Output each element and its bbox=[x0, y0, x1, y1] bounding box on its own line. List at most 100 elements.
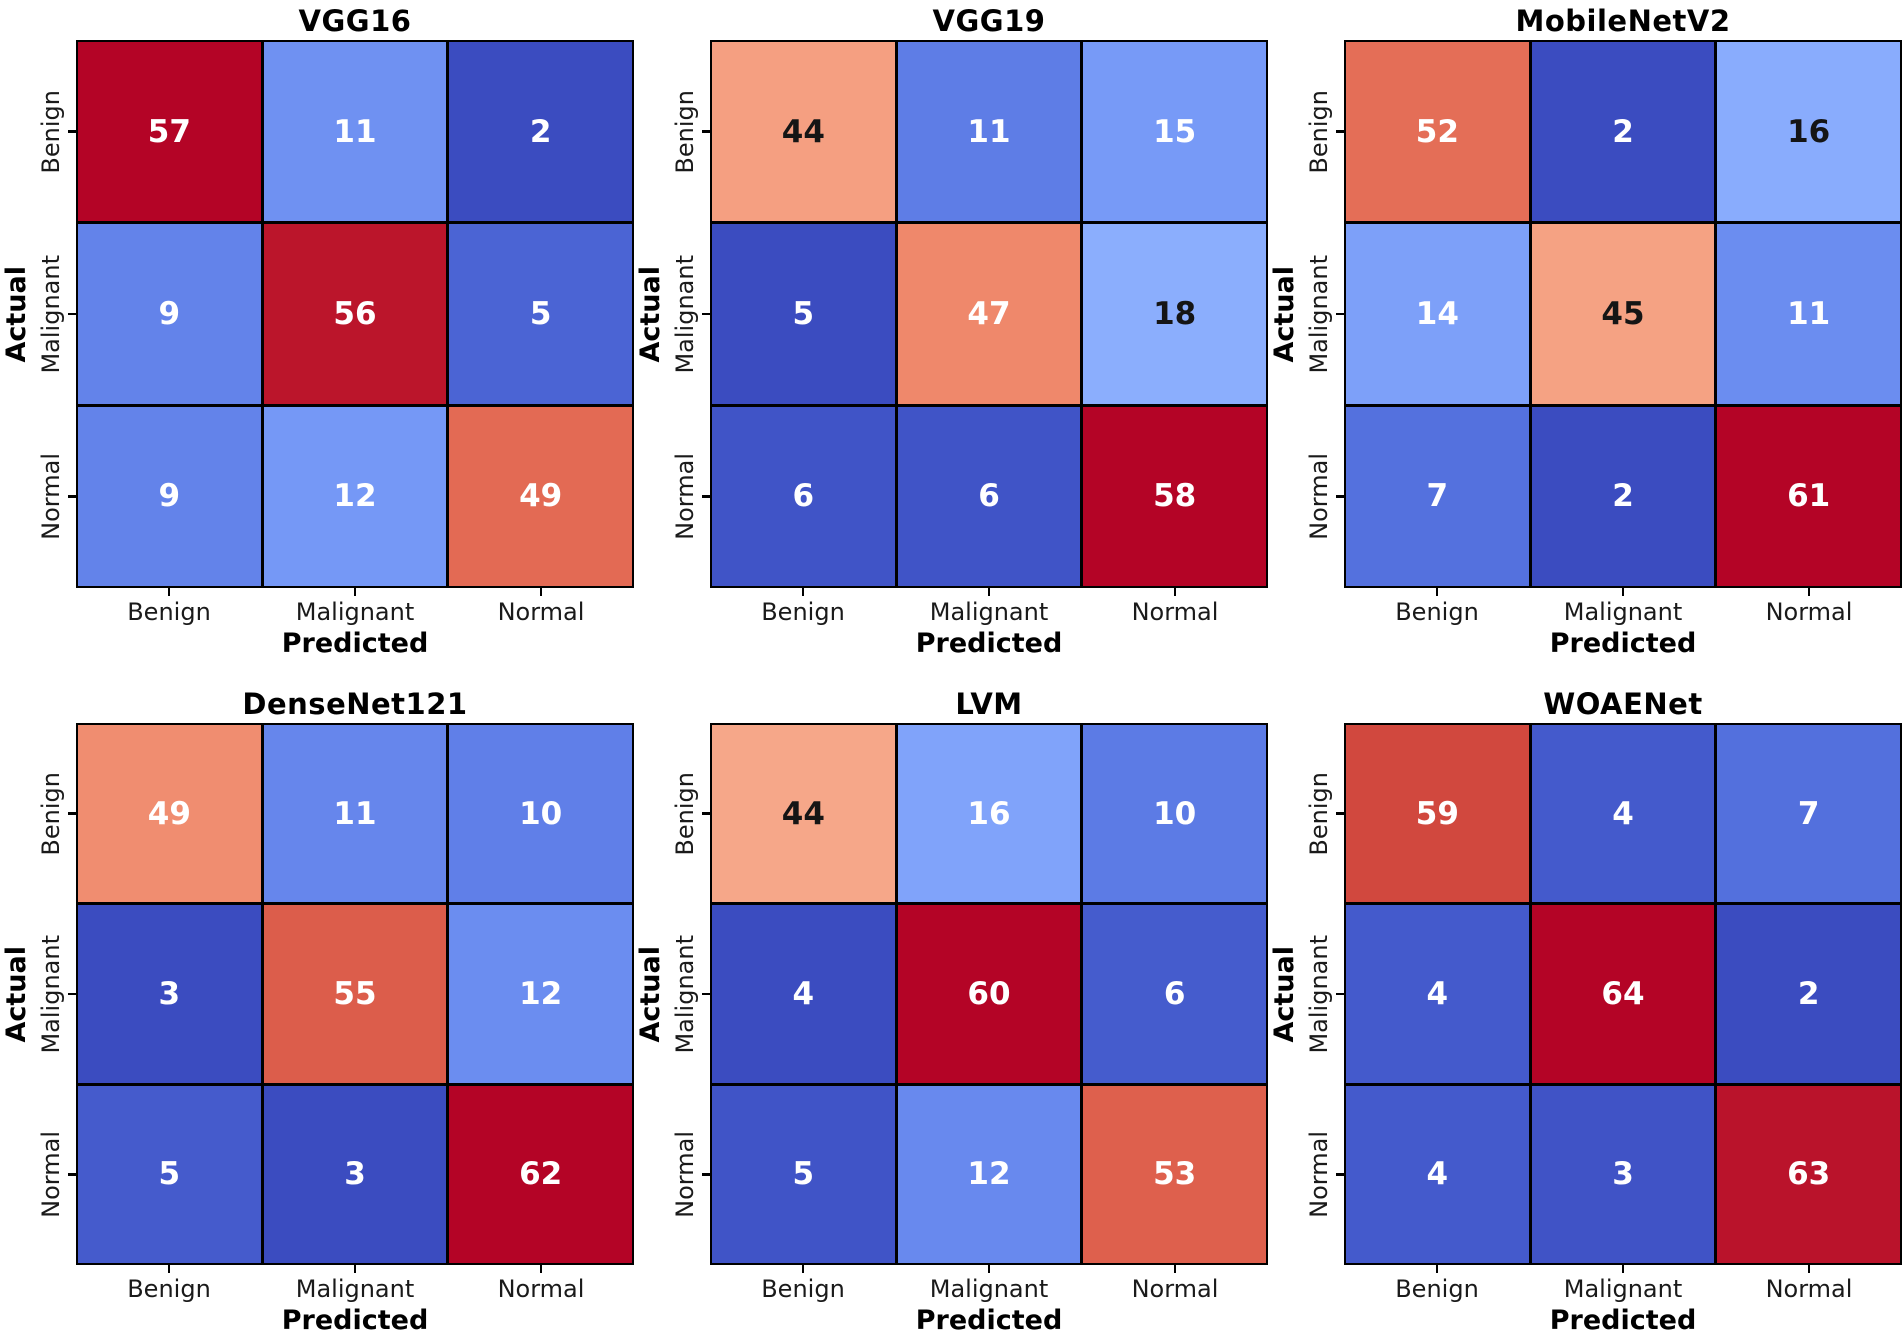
col-label: Normal bbox=[1765, 598, 1853, 626]
tick-mark bbox=[1336, 312, 1344, 316]
y-tick: Normal bbox=[1300, 1084, 1344, 1265]
x-tick bbox=[448, 588, 634, 597]
x-ticks bbox=[1344, 1265, 1902, 1274]
y-tick: Malignant bbox=[1300, 904, 1344, 1085]
x-ticks bbox=[710, 588, 1268, 597]
matrix-cell: 4 bbox=[712, 905, 895, 1083]
row-label: Malignant bbox=[37, 254, 65, 374]
cell-value: 12 bbox=[333, 478, 377, 515]
subplot-title: WOAENet bbox=[1543, 687, 1703, 721]
x-tick-labels: Benign Malignant Normal bbox=[1344, 597, 1902, 627]
cell-value: 63 bbox=[1787, 1156, 1831, 1193]
tick-mark bbox=[1336, 812, 1344, 815]
matrix-cell: 2 bbox=[1531, 406, 1715, 586]
subplot-title: MobileNetV2 bbox=[1515, 4, 1731, 38]
x-tick bbox=[1716, 588, 1902, 597]
cell-value: 49 bbox=[147, 795, 191, 832]
row-label: Malignant bbox=[37, 934, 65, 1054]
tick-mark bbox=[68, 992, 76, 996]
tick-mark bbox=[702, 812, 710, 815]
matrix-cell: 2 bbox=[1531, 42, 1715, 222]
cell-value: 11 bbox=[333, 795, 377, 832]
y-axis-label: Actual bbox=[0, 265, 32, 363]
y-axis-label: Actual bbox=[634, 945, 666, 1043]
x-axis-label: Predicted bbox=[1549, 628, 1697, 659]
col-label: Malignant bbox=[1563, 598, 1683, 626]
cell-value: 12 bbox=[967, 1156, 1011, 1193]
matrix-cell: 59 bbox=[1346, 725, 1529, 903]
x-ticks bbox=[710, 1265, 1268, 1274]
matrix-cell: 12 bbox=[449, 905, 632, 1083]
cell-value: 2 bbox=[529, 113, 552, 150]
matrix-cell: 4 bbox=[1531, 725, 1715, 903]
cell-value: 7 bbox=[1797, 795, 1820, 832]
y-tick: Normal bbox=[666, 1084, 710, 1265]
cell-value: 5 bbox=[529, 295, 552, 332]
matrix-cell: 64 bbox=[1531, 905, 1715, 1083]
matrix-cell: 11 bbox=[263, 725, 447, 903]
matrix: 49 11 10 3 55 12 5 3 62 bbox=[76, 723, 634, 1265]
x-tick bbox=[262, 588, 448, 597]
col-label: Malignant bbox=[929, 598, 1049, 626]
row-label: Malignant bbox=[1305, 254, 1333, 374]
x-tick-labels: Benign Malignant Normal bbox=[76, 1274, 634, 1304]
subplot-mobilenetv2: MobileNetV2 Actual Benign Malignant Normal… bbox=[1268, 0, 1902, 663]
cell-value: 9 bbox=[158, 295, 181, 332]
matrix: 52 2 16 14 45 11 7 2 61 bbox=[1344, 40, 1902, 588]
cell-value: 5 bbox=[792, 1156, 815, 1193]
cell-value: 45 bbox=[1601, 295, 1645, 332]
matrix-cell: 49 bbox=[78, 725, 261, 903]
tick-mark bbox=[702, 130, 710, 133]
y-axis-label: Actual bbox=[1268, 945, 1300, 1043]
cell-value: 9 bbox=[158, 478, 181, 515]
tick-mark bbox=[1173, 588, 1177, 596]
cell-value: 5 bbox=[792, 295, 815, 332]
matrix-cell: 10 bbox=[449, 725, 632, 903]
x-tick bbox=[76, 1265, 262, 1274]
y-tick: Normal bbox=[32, 405, 76, 588]
row-label: Benign bbox=[671, 89, 699, 174]
y-tick: Malignant bbox=[666, 223, 710, 406]
x-tick bbox=[1082, 1265, 1268, 1274]
col-label: Malignant bbox=[295, 598, 415, 626]
cell-value: 15 bbox=[1153, 113, 1197, 150]
matrix-cell: 52 bbox=[1346, 42, 1529, 222]
cell-value: 7 bbox=[1426, 478, 1449, 515]
matrix-cell: 9 bbox=[78, 406, 261, 586]
matrix-cell: 53 bbox=[1083, 1085, 1266, 1263]
tick-mark bbox=[1435, 588, 1439, 596]
col-label: Normal bbox=[1765, 1275, 1853, 1303]
y-tick: Benign bbox=[1300, 40, 1344, 223]
col-label: Benign bbox=[127, 598, 211, 626]
matrix-cell: 16 bbox=[1717, 42, 1900, 222]
row-label: Normal bbox=[671, 1131, 699, 1219]
matrix-cell: 7 bbox=[1717, 725, 1900, 903]
matrix-cell: 12 bbox=[263, 406, 447, 586]
matrix: 44 11 15 5 47 18 6 6 58 bbox=[710, 40, 1268, 588]
row-label: Malignant bbox=[1305, 934, 1333, 1054]
matrix-cell: 45 bbox=[1531, 224, 1715, 404]
matrix: 59 4 7 4 64 2 4 3 63 bbox=[1344, 723, 1902, 1265]
matrix-cell: 55 bbox=[263, 905, 447, 1083]
cell-value: 4 bbox=[1426, 1156, 1449, 1193]
tick-mark bbox=[167, 588, 171, 596]
tick-mark bbox=[987, 1265, 991, 1273]
x-tick bbox=[896, 588, 1082, 597]
tick-mark bbox=[1336, 992, 1344, 996]
matrix-cell: 11 bbox=[263, 42, 447, 222]
subplot-vgg16: VGG16 Actual Benign Malignant Normal 57 11 2… bbox=[0, 0, 634, 663]
matrix-cell: 6 bbox=[897, 406, 1081, 586]
col-label: Normal bbox=[497, 598, 585, 626]
matrix-cell: 44 bbox=[712, 725, 895, 903]
matrix-cell: 2 bbox=[449, 42, 632, 222]
tick-mark bbox=[801, 588, 805, 596]
row-label: Normal bbox=[37, 1131, 65, 1219]
cell-value: 11 bbox=[967, 113, 1011, 150]
cell-value: 3 bbox=[158, 975, 181, 1012]
matrix-cell: 3 bbox=[263, 1085, 447, 1263]
matrix-cell: 14 bbox=[1346, 224, 1529, 404]
matrix-cell: 12 bbox=[897, 1085, 1081, 1263]
x-axis-label: Predicted bbox=[281, 1305, 429, 1336]
x-axis-label: Predicted bbox=[1549, 1305, 1697, 1336]
